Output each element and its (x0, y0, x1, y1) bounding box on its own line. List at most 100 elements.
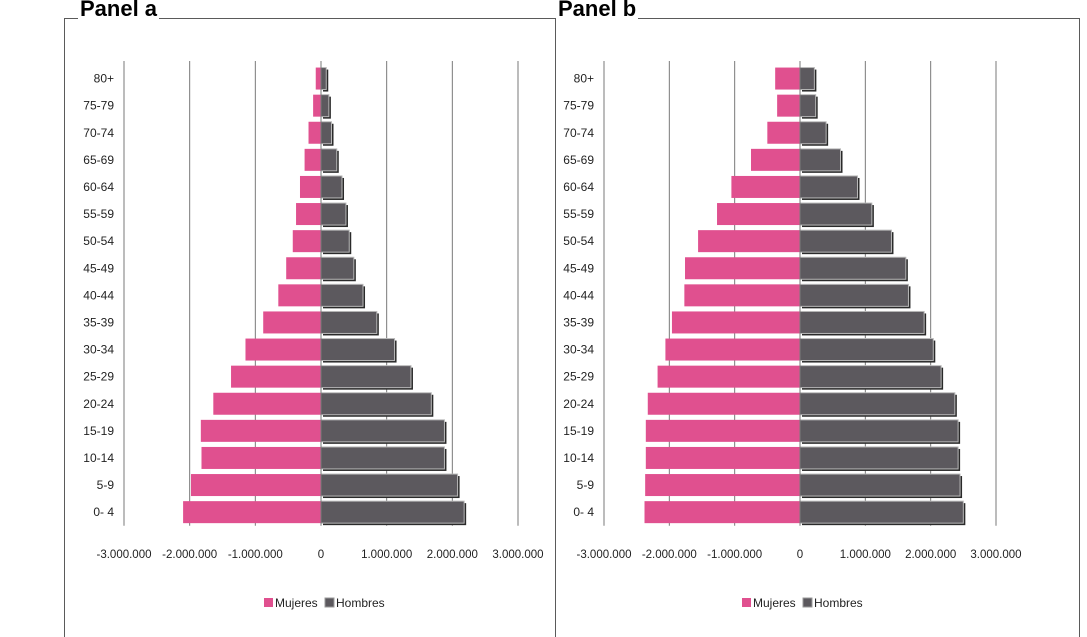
category-label: 5-9 (577, 478, 595, 492)
category-label: 40-44 (563, 288, 594, 302)
x-tick-label: 3.000.000 (970, 549, 1021, 561)
bar-mujeres-50-54 (698, 230, 800, 253)
bar-hombres-35-39 (320, 310, 378, 334)
bar-hombres-25-29 (799, 365, 942, 389)
bar-hombres-70-74 (799, 121, 827, 145)
bar-mujeres-10-14 (201, 446, 321, 469)
category-label: 75-79 (83, 99, 114, 113)
category-label: 20-24 (83, 397, 114, 411)
x-tick-label: 1.000.000 (840, 549, 891, 561)
bar-hombres-60-64 (320, 175, 343, 199)
category-label: 35-39 (563, 315, 594, 329)
panel-b-plot: 0- 4 5-9 10-14 15-19 20-24 25-29 30-34 35-39 40-… (563, 61, 1022, 610)
bar-mujeres-20-24 (213, 392, 321, 415)
bar-mujeres-70-74 (767, 121, 800, 144)
x-tick-label: -3.000.000 (577, 549, 632, 561)
category-label: 45-49 (563, 261, 594, 275)
bar-hombres-15-19 (799, 419, 959, 443)
bar-hombres-30-34 (320, 338, 396, 362)
bar-mujeres-70-74 (308, 121, 321, 144)
category-label: 65-69 (563, 153, 594, 167)
bar-mujeres-15-19 (645, 419, 800, 442)
legend-swatch-mujeres (742, 598, 751, 607)
bar-mujeres-35-39 (671, 311, 800, 334)
x-tick-label: 2.000.000 (427, 549, 478, 561)
bar-hombres-70-74 (320, 121, 333, 145)
bar-hombres-55-59 (799, 202, 873, 226)
bar-hombres-30-34 (799, 338, 934, 362)
bar-hombres-65-69 (799, 148, 842, 172)
bar-mujeres-30-34 (665, 338, 800, 361)
bar-hombres-35-39 (799, 310, 925, 334)
bar-mujeres-40-44 (684, 284, 800, 307)
x-tick-label: -1.000.000 (707, 549, 762, 561)
category-label: 10-14 (563, 451, 594, 465)
legend-swatch-hombres (802, 597, 813, 608)
bar-hombres-55-59 (320, 202, 347, 226)
bar-hombres-45-49 (799, 256, 907, 280)
bar-hombres-40-44 (799, 283, 909, 307)
legend-label-hombres: Hombres (336, 596, 385, 610)
category-label: 0- 4 (573, 505, 594, 519)
bar-mujeres-20-24 (647, 392, 800, 415)
legend-label-mujeres: Mujeres (753, 596, 796, 610)
category-label: 70-74 (563, 126, 594, 140)
bar-mujeres-5-9 (190, 474, 321, 497)
bar-mujeres-25-29 (231, 365, 321, 388)
bar-mujeres-5-9 (645, 474, 800, 497)
bar-hombres-5-9 (320, 473, 459, 497)
panel-divider (555, 18, 556, 637)
legend-swatch-hombres (324, 597, 335, 608)
legend-label-mujeres: Mujeres (275, 596, 318, 610)
x-tick-label: -2.000.000 (162, 549, 217, 561)
bar-hombres-80+ (320, 67, 327, 91)
bar-hombres-10-14 (799, 446, 959, 470)
bar-hombres-75-79 (320, 94, 330, 118)
bar-mujeres-10-14 (645, 446, 800, 469)
bar-mujeres-0-4 (183, 501, 321, 524)
category-label: 35-39 (83, 315, 114, 329)
bar-mujeres-75-79 (777, 94, 800, 117)
x-tick-label: 1.000.000 (361, 549, 412, 561)
bar-mujeres-60-64 (299, 175, 321, 198)
category-label: 5-9 (97, 478, 115, 492)
bar-mujeres-50-54 (292, 230, 321, 253)
bar-hombres-0-4 (799, 500, 964, 524)
bar-mujeres-25-29 (657, 365, 800, 388)
bar-mujeres-45-49 (286, 257, 321, 280)
legend-swatch-mujeres (264, 598, 273, 607)
bar-hombres-25-29 (320, 365, 412, 389)
category-label: 40-44 (83, 288, 114, 302)
x-tick-label: 0 (797, 549, 803, 561)
x-tick-label: -1.000.000 (228, 549, 283, 561)
category-label: 50-54 (83, 234, 114, 248)
bar-hombres-20-24 (799, 392, 956, 416)
x-tick-label: 2.000.000 (905, 549, 956, 561)
category-label: 70-74 (83, 126, 114, 140)
bar-mujeres-65-69 (751, 148, 800, 171)
category-label: 25-29 (563, 370, 594, 384)
category-label: 80+ (94, 72, 114, 86)
bar-mujeres-0-4 (644, 501, 800, 524)
x-tick-label: 0 (318, 549, 324, 561)
bar-mujeres-55-59 (717, 203, 800, 226)
bar-mujeres-80+ (775, 67, 800, 90)
bar-mujeres-30-34 (245, 338, 321, 361)
bar-mujeres-40-44 (278, 284, 321, 307)
x-tick-label: -3.000.000 (97, 549, 152, 561)
category-label: 50-54 (563, 234, 594, 248)
bar-mujeres-15-19 (200, 419, 321, 442)
bar-hombres-60-64 (799, 175, 858, 199)
panel-a-plot: 0- 4 5-9 10-14 15-19 20-24 25-29 30-34 35-39 40-… (83, 61, 544, 610)
category-label: 20-24 (563, 397, 594, 411)
bar-hombres-80+ (799, 67, 815, 91)
bar-hombres-5-9 (799, 473, 961, 497)
panel-a-title: Panel a (78, 0, 160, 22)
category-label: 25-29 (83, 370, 114, 384)
bar-hombres-50-54 (320, 229, 350, 253)
category-label: 55-59 (83, 207, 114, 221)
bar-mujeres-45-49 (685, 257, 800, 280)
category-label: 55-59 (563, 207, 594, 221)
bar-mujeres-35-39 (263, 311, 321, 334)
x-tick-label: -2.000.000 (642, 549, 697, 561)
